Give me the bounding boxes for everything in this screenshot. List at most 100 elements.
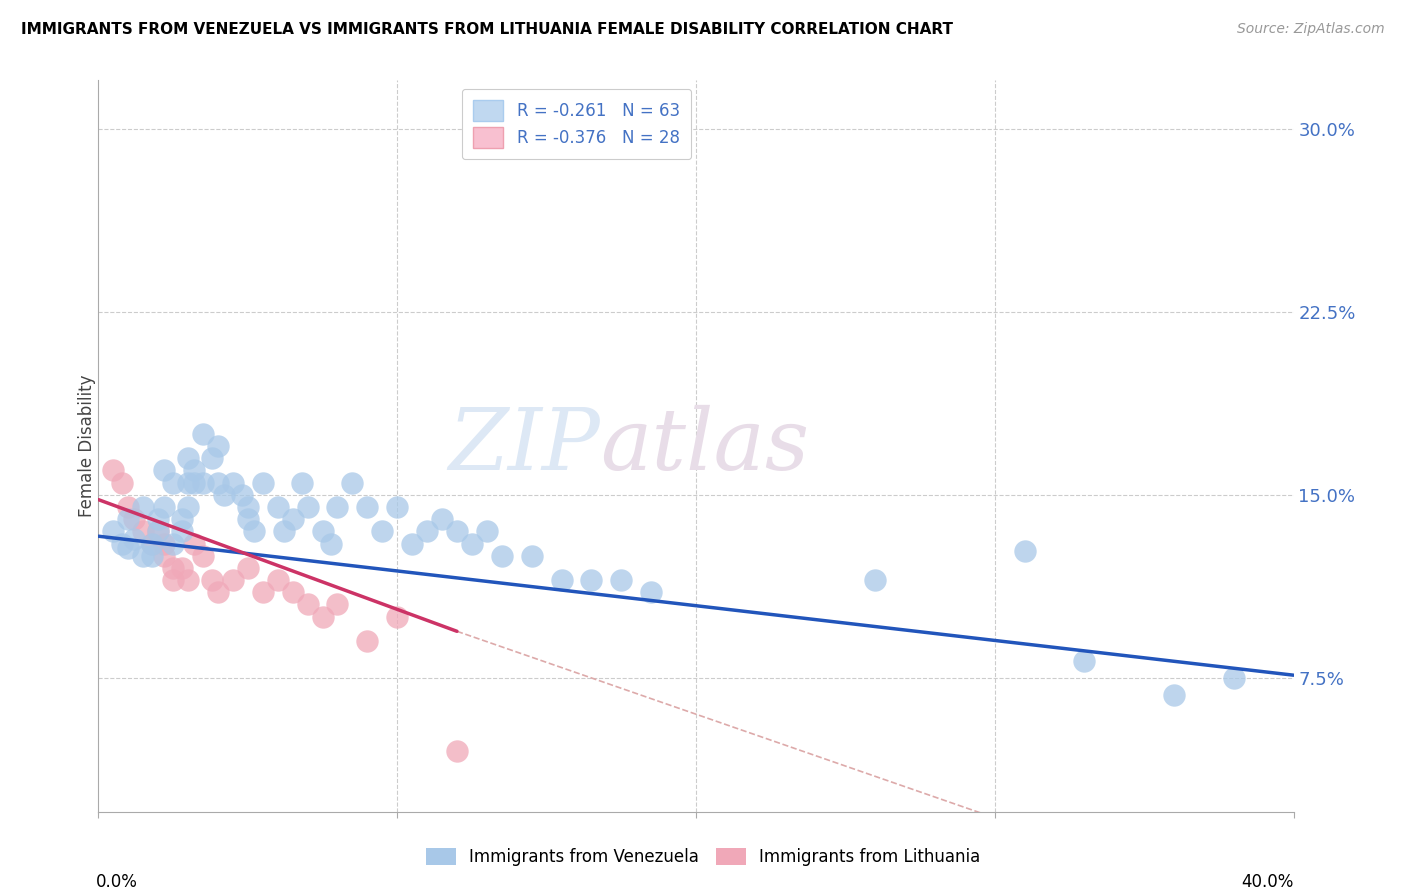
Point bbox=[153, 463, 176, 477]
Point bbox=[153, 500, 176, 514]
Point bbox=[177, 573, 200, 587]
Point bbox=[281, 512, 304, 526]
Point bbox=[212, 488, 235, 502]
Point bbox=[385, 500, 409, 514]
Point bbox=[297, 500, 319, 514]
Point bbox=[183, 475, 205, 490]
Text: atlas: atlas bbox=[600, 405, 810, 487]
Point bbox=[132, 500, 155, 514]
Point bbox=[141, 536, 163, 550]
Point bbox=[581, 573, 603, 587]
Point bbox=[1073, 654, 1095, 668]
Point bbox=[207, 439, 229, 453]
Point bbox=[1014, 544, 1036, 558]
Point bbox=[111, 536, 134, 550]
Point bbox=[124, 532, 146, 546]
Point bbox=[1163, 688, 1185, 702]
Text: 0.0%: 0.0% bbox=[96, 872, 138, 891]
Point bbox=[446, 524, 468, 539]
Point bbox=[273, 524, 295, 539]
Point bbox=[183, 463, 205, 477]
Text: 40.0%: 40.0% bbox=[1241, 872, 1294, 891]
Point bbox=[1223, 671, 1246, 685]
Point bbox=[117, 512, 139, 526]
Point bbox=[162, 561, 184, 575]
Point bbox=[550, 573, 572, 587]
Point bbox=[430, 512, 453, 526]
Text: ZIP: ZIP bbox=[449, 405, 600, 487]
Point bbox=[172, 524, 194, 539]
Point bbox=[610, 573, 633, 587]
Point bbox=[446, 744, 468, 758]
Point bbox=[416, 524, 439, 539]
Point bbox=[117, 500, 139, 514]
Point bbox=[385, 609, 409, 624]
Legend: Immigrants from Venezuela, Immigrants from Lithuania: Immigrants from Venezuela, Immigrants fr… bbox=[418, 840, 988, 875]
Point bbox=[201, 573, 224, 587]
Point bbox=[207, 475, 229, 490]
Point bbox=[148, 524, 170, 539]
Point bbox=[356, 634, 378, 648]
Text: Source: ZipAtlas.com: Source: ZipAtlas.com bbox=[1237, 22, 1385, 37]
Legend: R = -0.261   N = 63, R = -0.376   N = 28: R = -0.261 N = 63, R = -0.376 N = 28 bbox=[461, 88, 692, 160]
Point bbox=[148, 512, 170, 526]
Point bbox=[311, 524, 333, 539]
Point bbox=[191, 475, 214, 490]
Point bbox=[520, 549, 543, 563]
Point bbox=[491, 549, 513, 563]
Point bbox=[148, 524, 170, 539]
Point bbox=[865, 573, 887, 587]
Point bbox=[141, 549, 163, 563]
Point bbox=[222, 475, 245, 490]
Point bbox=[356, 500, 378, 514]
Point bbox=[177, 451, 200, 466]
Point bbox=[124, 512, 146, 526]
Point bbox=[267, 573, 290, 587]
Point bbox=[172, 561, 194, 575]
Point bbox=[236, 561, 259, 575]
Point bbox=[231, 488, 253, 502]
Point bbox=[207, 585, 229, 599]
Point bbox=[252, 585, 274, 599]
Point bbox=[153, 536, 176, 550]
Point bbox=[222, 573, 245, 587]
Point bbox=[475, 524, 498, 539]
Point bbox=[236, 500, 259, 514]
Point bbox=[191, 549, 214, 563]
Point bbox=[172, 512, 194, 526]
Point bbox=[342, 475, 364, 490]
Point bbox=[162, 475, 184, 490]
Point bbox=[326, 500, 349, 514]
Point bbox=[111, 475, 134, 490]
Point bbox=[132, 524, 155, 539]
Text: IMMIGRANTS FROM VENEZUELA VS IMMIGRANTS FROM LITHUANIA FEMALE DISABILITY CORRELA: IMMIGRANTS FROM VENEZUELA VS IMMIGRANTS … bbox=[21, 22, 953, 37]
Y-axis label: Female Disability: Female Disability bbox=[79, 375, 96, 517]
Point bbox=[311, 609, 333, 624]
Point bbox=[132, 549, 155, 563]
Point bbox=[141, 536, 163, 550]
Point bbox=[162, 573, 184, 587]
Point bbox=[103, 524, 125, 539]
Point bbox=[371, 524, 394, 539]
Point bbox=[281, 585, 304, 599]
Point bbox=[162, 536, 184, 550]
Point bbox=[243, 524, 266, 539]
Point bbox=[297, 598, 319, 612]
Point bbox=[321, 536, 343, 550]
Point bbox=[291, 475, 314, 490]
Point bbox=[252, 475, 274, 490]
Point bbox=[177, 500, 200, 514]
Point bbox=[201, 451, 224, 466]
Point bbox=[267, 500, 290, 514]
Point bbox=[191, 426, 214, 441]
Point bbox=[640, 585, 662, 599]
Point bbox=[326, 598, 349, 612]
Point bbox=[461, 536, 484, 550]
Point bbox=[153, 549, 176, 563]
Point bbox=[183, 536, 205, 550]
Point bbox=[401, 536, 423, 550]
Point bbox=[103, 463, 125, 477]
Point bbox=[236, 512, 259, 526]
Point bbox=[177, 475, 200, 490]
Point bbox=[117, 541, 139, 556]
